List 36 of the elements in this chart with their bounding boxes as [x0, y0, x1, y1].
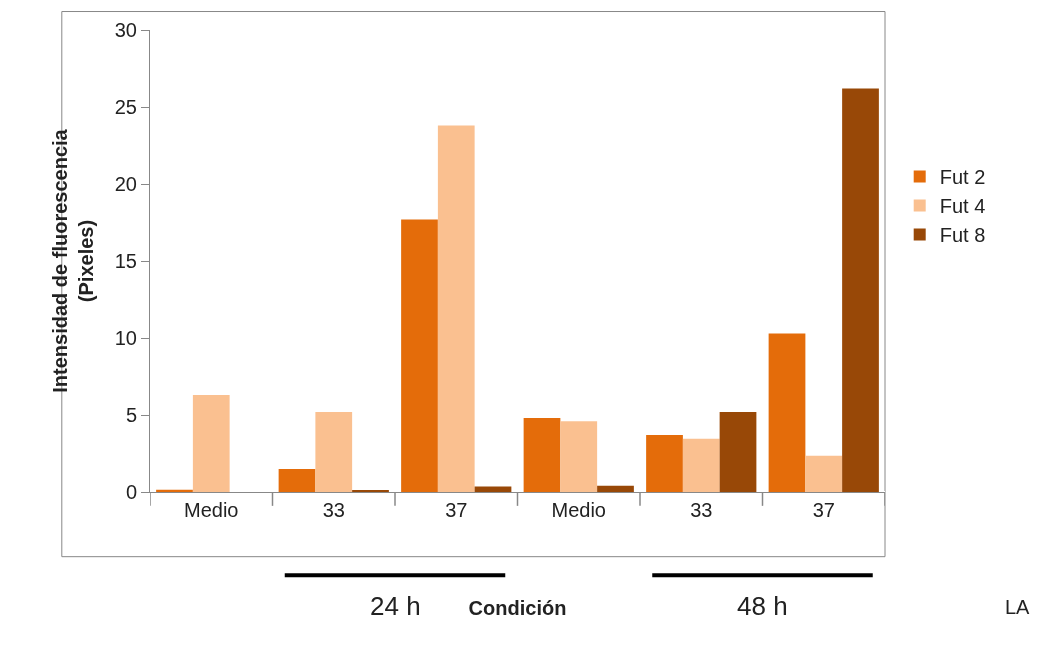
- x-tick-label: Medio: [551, 499, 606, 521]
- bar: [560, 421, 598, 492]
- bar: [719, 411, 757, 492]
- bar: [474, 486, 512, 492]
- text: 48 h: [737, 591, 788, 621]
- text: 24 h: [370, 591, 421, 621]
- y-tick-label: 15: [114, 250, 137, 272]
- legend-label: Fut 8: [939, 224, 986, 247]
- bar: [315, 411, 353, 492]
- bar: [768, 333, 806, 492]
- bar: [401, 219, 438, 492]
- x-tick-label: 37: [445, 499, 468, 521]
- y-tick-label: 0: [125, 481, 137, 503]
- x-tick-label: Medio: [184, 499, 239, 521]
- x-tick-label: 33: [690, 499, 713, 521]
- bar: [646, 435, 683, 492]
- y-axis-title: Intensidad de fluorescencia (Pixeles): [49, 128, 98, 393]
- legend-label: Fut 4: [939, 195, 986, 218]
- bar: [278, 468, 316, 492]
- y-tick-label: 25: [114, 96, 137, 118]
- bar: [842, 88, 879, 492]
- bar: [523, 418, 561, 492]
- bar: [805, 455, 843, 492]
- bar: [437, 125, 475, 492]
- bar: [682, 438, 720, 492]
- x-tick-label: 33: [322, 499, 345, 521]
- y-tick-label: 5: [125, 404, 137, 426]
- bar: [192, 394, 230, 492]
- bar: [597, 485, 634, 492]
- legend-label: Fut 2: [939, 166, 986, 189]
- x-axis-title: Condición: [468, 596, 567, 619]
- y-tick-label: 20: [114, 173, 137, 195]
- y-tick-label: 10: [114, 327, 137, 349]
- text: LA: [1005, 596, 1031, 618]
- y-tick-label: 30: [114, 19, 137, 41]
- x-tick-label: 37: [812, 499, 835, 521]
